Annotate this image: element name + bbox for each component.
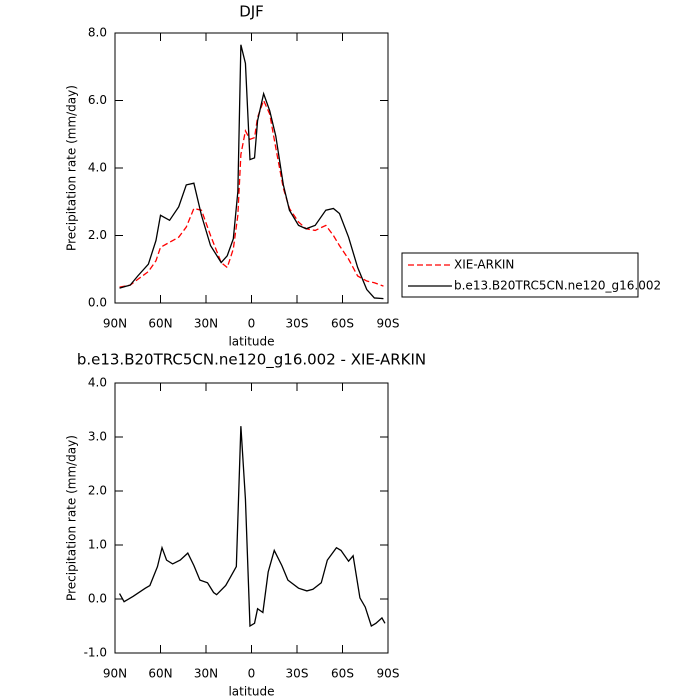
plot-frame <box>114 382 389 654</box>
x-axis-label: latitude <box>228 335 274 349</box>
data-line <box>119 44 384 300</box>
y-tick-label: 1.0 <box>88 538 107 552</box>
chart-title: b.e13.B20TRC5CN.ne120_g16.002 - XIE-ARKI… <box>77 351 426 370</box>
legend-label: XIE-ARKIN <box>454 258 514 272</box>
x-tick-label: 60N <box>148 667 172 681</box>
x-tick-label: 0 <box>248 317 256 331</box>
data-line <box>119 98 384 288</box>
x-tick-label: 90S <box>377 317 400 331</box>
y-tick-label: 4.0 <box>88 161 107 175</box>
x-tick-label: 30S <box>286 317 309 331</box>
x-tick-label: 30N <box>194 317 218 331</box>
x-tick-label: 30S <box>286 667 309 681</box>
x-tick-label: 60S <box>331 317 354 331</box>
legend-label: b.e13.B20TRC5CN.ne120_g16.002 <box>454 279 661 293</box>
x-tick-label: 60S <box>331 667 354 681</box>
y-axis-label: Precipitation rate (mm/day) <box>65 435 79 601</box>
y-tick-label: 2.0 <box>88 228 107 242</box>
y-tick-label: 0.0 <box>88 592 107 606</box>
y-tick-label: 0.0 <box>88 296 107 310</box>
x-tick-label: 90S <box>377 667 400 681</box>
y-tick-label: 8.0 <box>88 26 107 40</box>
chart-title: DJF <box>239 3 264 21</box>
legend-box <box>401 252 639 298</box>
y-tick-label: 3.0 <box>88 430 107 444</box>
y-tick-label: 4.0 <box>88 376 107 390</box>
y-tick-label: -1.0 <box>84 646 107 660</box>
x-tick-label: 90N <box>103 667 127 681</box>
data-line <box>118 426 386 628</box>
y-tick-label: 2.0 <box>88 484 107 498</box>
y-axis-label: Precipitation rate (mm/day) <box>65 85 79 251</box>
x-tick-label: 90N <box>103 317 127 331</box>
plot-frame <box>114 32 389 304</box>
x-tick-label: 60N <box>148 317 172 331</box>
x-tick-label: 30N <box>194 667 218 681</box>
y-tick-label: 6.0 <box>88 93 107 107</box>
x-axis-label: latitude <box>228 685 274 699</box>
x-tick-label: 0 <box>248 667 256 681</box>
